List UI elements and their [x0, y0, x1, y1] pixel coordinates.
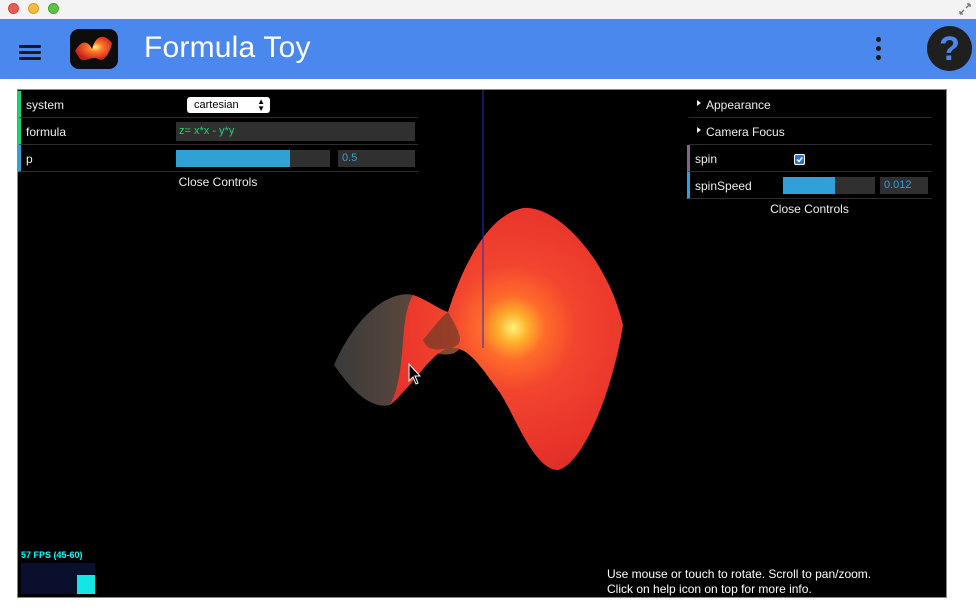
- caret-right-icon: [697, 127, 701, 133]
- usage-hint: Use mouse or touch to rotate. Scroll to …: [607, 567, 871, 597]
- formula-control: formula z= x*x - y*y: [18, 118, 418, 145]
- minimize-icon[interactable]: [28, 3, 39, 14]
- p-slider-fill: [176, 150, 290, 167]
- camera-focus-label: Camera Focus: [706, 125, 785, 139]
- close-controls-button[interactable]: Close Controls: [770, 202, 849, 216]
- p-control: p 0.5: [18, 145, 418, 172]
- zoom-icon[interactable]: [48, 3, 59, 14]
- close-icon[interactable]: [8, 3, 19, 14]
- more-vert-icon[interactable]: [873, 37, 883, 63]
- system-control: system cartesian ▲ ▼: [18, 91, 418, 118]
- spin-control: spin: [687, 145, 932, 172]
- system-label: system: [26, 98, 65, 112]
- camera-focus-folder[interactable]: Camera Focus: [687, 118, 932, 145]
- app-title: Formula Toy: [144, 31, 311, 64]
- saddle-surface: [334, 90, 623, 470]
- menu-icon[interactable]: [19, 45, 41, 61]
- spin-speed-slider[interactable]: [783, 177, 875, 194]
- appearance-label: Appearance: [706, 98, 771, 112]
- spin-speed-input[interactable]: 0.012: [880, 177, 928, 194]
- system-select[interactable]: cartesian ▲ ▼: [187, 97, 270, 113]
- fps-bar: [77, 575, 95, 594]
- formula-label: formula: [26, 125, 67, 139]
- close-controls-button[interactable]: Close Controls: [178, 175, 258, 189]
- spin-checkbox[interactable]: [794, 154, 805, 165]
- appearance-folder[interactable]: Appearance: [687, 91, 932, 118]
- p-slider[interactable]: [176, 150, 330, 167]
- spin-speed-label: spinSpeed: [695, 179, 752, 193]
- checkmark-icon: [795, 155, 804, 164]
- formula-input[interactable]: z= x*x - y*y: [176, 122, 415, 141]
- help-button[interactable]: ?: [927, 26, 972, 71]
- spin-speed-control: spinSpeed 0.012: [687, 172, 932, 199]
- fps-graph: [21, 563, 95, 594]
- select-arrows-icon: ▲ ▼: [257, 97, 265, 113]
- p-label: p: [26, 152, 33, 166]
- view-controls-panel: Appearance Camera Focus spin spinSpeed 0…: [687, 91, 932, 219]
- spin-speed-slider-fill: [783, 177, 835, 194]
- caret-right-icon: [697, 100, 701, 106]
- window-titlebar: [0, 0, 976, 19]
- fps-label: 57 FPS (45-60): [21, 550, 83, 560]
- app-header: Formula Toy ?: [0, 19, 976, 79]
- spin-label: spin: [695, 152, 718, 166]
- p-input[interactable]: 0.5: [338, 150, 415, 167]
- hint-line-1: Use mouse or touch to rotate. Scroll to …: [607, 567, 872, 581]
- fps-stats: 57 FPS (45-60): [21, 550, 95, 594]
- hint-line-2: Click on help icon on top for more info.: [607, 582, 812, 596]
- system-select-value: cartesian: [194, 99, 239, 111]
- formula-controls-panel: system cartesian ▲ ▼ formula z= x*x - y*y…: [18, 91, 418, 192]
- resize-icon[interactable]: [958, 2, 972, 16]
- app-logo: [70, 29, 118, 69]
